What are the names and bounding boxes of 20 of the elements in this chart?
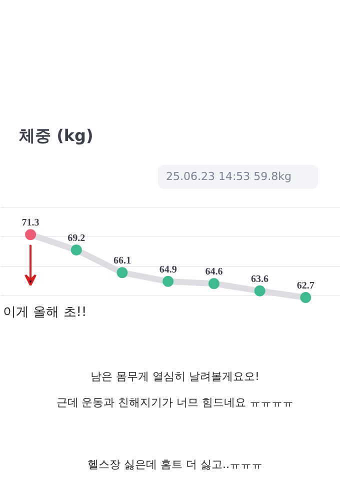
chart-title: 체중 (kg) <box>19 125 94 147</box>
data-label: 64.6 <box>205 266 223 278</box>
data-label: 71.3 <box>22 218 40 229</box>
point <box>254 285 266 296</box>
text: 근데 운동과 친해지기가 너므 힘드네요 ㅠㅠㅠㅠ <box>56 395 294 411</box>
point <box>116 267 128 278</box>
text: 25.06.23 14:53 59.8kg <box>166 169 292 185</box>
annotation: 이게 올해 초!! <box>3 305 87 320</box>
point <box>25 229 36 240</box>
point <box>300 292 312 303</box>
point <box>70 244 82 256</box>
point <box>208 278 220 290</box>
data-label: 69.2 <box>68 233 86 244</box>
text: 헬스장 싫은데 홈트 더 싫고..ㅠㅠㅠ <box>88 457 262 473</box>
text: 남은 몸무게 열심히 날려볼게요오! <box>90 369 260 385</box>
data-label: 62.7 <box>296 280 314 292</box>
data-label: 63.6 <box>251 274 269 285</box>
data-label: 64.9 <box>159 264 177 276</box>
data-label: 66.1 <box>113 256 131 267</box>
point <box>162 276 174 287</box>
